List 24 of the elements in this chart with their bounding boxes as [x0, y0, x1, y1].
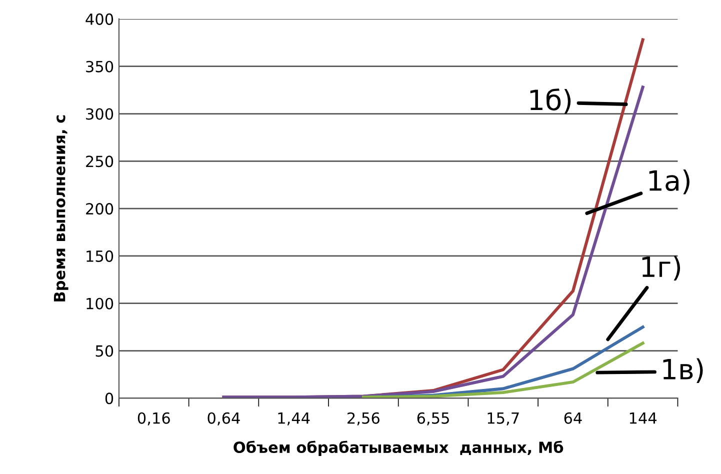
- x-tick-label: 15,7: [488, 412, 519, 426]
- y-tick-label: 350: [86, 60, 114, 72]
- y-tick-label: 250: [86, 156, 114, 168]
- line-series: [362, 342, 644, 398]
- x-tick-label: 6,55: [417, 412, 449, 426]
- series-label: 1г): [642, 256, 680, 281]
- y-tick-label: 200: [86, 203, 114, 215]
- x-tick-label: 1,44: [278, 412, 310, 426]
- y-tick-label: 300: [86, 108, 114, 120]
- x-axis-title: Объем обрабатываемых данных, Мб: [234, 440, 564, 456]
- y-tick-label: 150: [86, 250, 114, 262]
- series-label: 1б): [530, 88, 571, 114]
- series-label: 1а): [649, 170, 690, 194]
- y-tick-label: 100: [86, 298, 114, 310]
- x-tick-label: 0,16: [138, 412, 170, 426]
- y-tick-label: 400: [86, 13, 114, 25]
- x-tick-label: 2,56: [348, 412, 380, 426]
- y-tick-label: 0: [105, 392, 114, 404]
- x-tick-label: 144: [630, 412, 657, 424]
- y-tick-label: 50: [96, 345, 114, 357]
- x-tick-label: 0,64: [208, 412, 240, 426]
- y-axis-title: Время выполнения, с: [54, 115, 68, 302]
- x-tick-label: 64: [564, 412, 582, 424]
- series-label: 1в): [663, 358, 703, 383]
